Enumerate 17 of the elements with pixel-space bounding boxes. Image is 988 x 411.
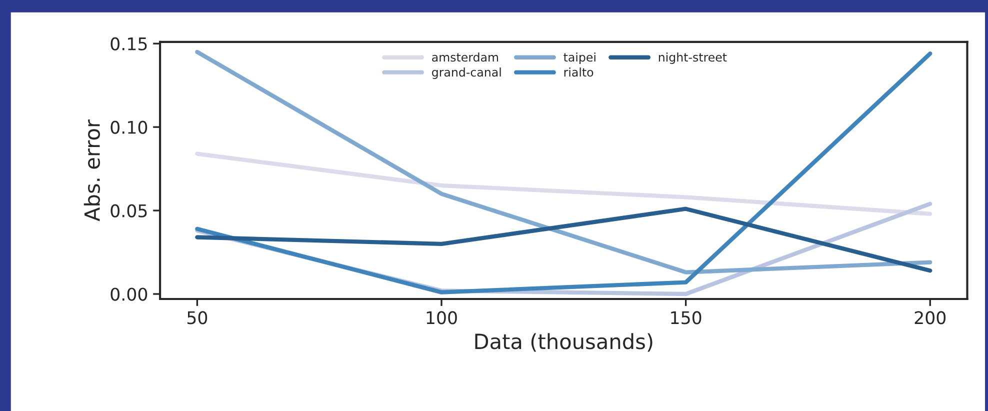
x-tick-label: 50 <box>187 311 208 324</box>
legend-label: grand-canal <box>432 68 501 79</box>
line-series <box>195 152 932 216</box>
y-tick-label: 0.00 <box>110 288 148 301</box>
x-tick-label: 150 <box>671 311 702 324</box>
x-axis-title: Data (thousands) <box>475 333 652 352</box>
x-tick-label: 100 <box>426 311 457 324</box>
y-tick-label: 0.15 <box>110 37 147 50</box>
y-tick-label: 0.10 <box>110 120 148 134</box>
y-axis-title: Abs. error <box>84 119 100 222</box>
legend-label: rialto <box>564 68 594 77</box>
y-tick-label: 0.05 <box>110 204 147 218</box>
legend-label: night-street <box>658 52 727 64</box>
x-tick-label: 200 <box>914 311 946 324</box>
line-series <box>195 206 932 273</box>
legend-label: amsterdam <box>432 52 498 62</box>
legend-label: taipei <box>564 52 596 64</box>
